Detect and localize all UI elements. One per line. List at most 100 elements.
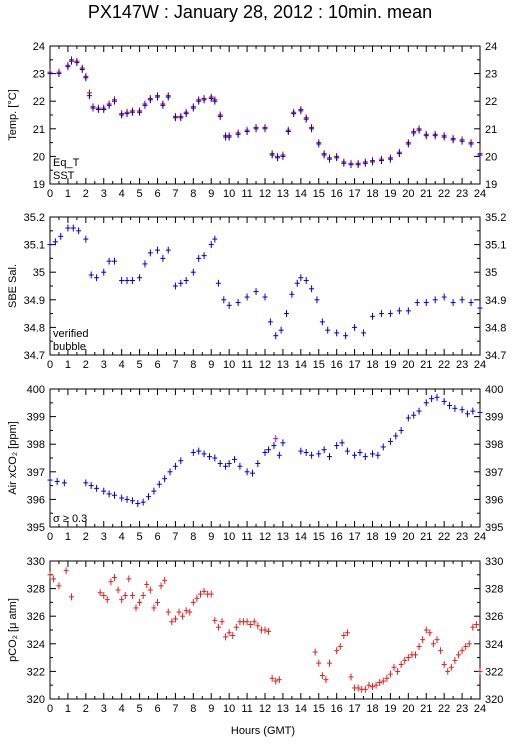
y-tick-label-right: 19 [485, 179, 497, 191]
data-point [377, 678, 383, 686]
data-point [448, 663, 454, 671]
data-point [119, 111, 125, 119]
data-point [201, 96, 207, 104]
data-point [47, 70, 53, 78]
x-axis-label: Hours (GMT) [231, 725, 295, 737]
x-tick-label: 13 [277, 359, 289, 371]
x-tick-label: 19 [384, 531, 396, 543]
page-title: PX147W : January 28, 2012 : 10min. mean [88, 2, 432, 22]
data-point [470, 407, 476, 415]
data-point [88, 482, 94, 490]
data-point [289, 290, 295, 298]
data-point [83, 235, 89, 243]
y-tick-label-right: 396 [485, 494, 503, 506]
data-point [178, 457, 184, 465]
data-point [276, 451, 282, 459]
data-point [396, 150, 402, 158]
x-tick-label: 3 [101, 359, 107, 371]
data-point [146, 493, 152, 501]
y-tick-label-left: 20 [33, 151, 45, 163]
x-tick-label: 13 [277, 531, 289, 543]
x-tick-label: 21 [420, 531, 432, 543]
data-point [101, 106, 107, 113]
x-tick-label: 14 [295, 531, 307, 543]
x-tick-label: 20 [402, 703, 414, 715]
x-tick-label: 11 [241, 531, 252, 543]
data-point [309, 451, 315, 459]
data-point [344, 629, 350, 637]
data-point [370, 683, 375, 691]
data-point [341, 632, 347, 639]
data-point [151, 487, 157, 495]
x-tick-label: 20 [402, 531, 414, 543]
data-point [339, 439, 345, 447]
data-point [104, 596, 110, 604]
data-point [129, 497, 135, 505]
data-point [477, 667, 483, 675]
y-tick-label-left: 19 [33, 179, 45, 191]
data-point [101, 592, 107, 599]
x-tick-label: 10 [223, 703, 235, 715]
data-point [119, 596, 125, 604]
data-point [456, 651, 461, 659]
data-point [432, 296, 438, 304]
data-point [63, 567, 69, 575]
data-point [230, 632, 236, 639]
panel-sal: 0 1 2 3 4 5 6 7 8 9 10 11 12 13 14 15 16 17 18 19 20 21 22 23 24… [7, 212, 506, 371]
data-point [169, 618, 175, 626]
series-data [47, 567, 483, 693]
y-tick-label-left: 396 [27, 494, 45, 506]
y-tick-label-left: 328 [27, 584, 45, 596]
y-tick-label-left: 35 [33, 267, 45, 279]
data-point [361, 329, 367, 337]
data-point [423, 132, 429, 140]
data-point [144, 581, 150, 588]
data-point [459, 406, 465, 414]
data-point [126, 575, 132, 583]
data-point [441, 397, 447, 405]
x-tick-label: 24 [474, 703, 486, 715]
y-tick-label-left: 35.2 [24, 212, 45, 224]
data-point [402, 656, 408, 664]
data-point [344, 447, 350, 455]
data-point [298, 274, 304, 282]
x-tick-label: 14 [295, 703, 307, 715]
x-tick-label: 2 [83, 703, 89, 715]
y-tick-label-left: 399 [27, 412, 45, 424]
data-point [221, 296, 227, 304]
data-point [411, 411, 417, 419]
data-point [76, 227, 82, 235]
data-point [115, 586, 121, 594]
y-tick-label-right: 21 [485, 124, 497, 136]
y-tick-label-left: 21 [33, 124, 45, 136]
data-point [244, 618, 250, 626]
data-point [226, 133, 232, 141]
data-point [341, 159, 347, 167]
y-tick-label-left: 34.9 [24, 295, 45, 307]
x-tick-label: 0 [47, 359, 53, 371]
data-point [129, 592, 135, 599]
data-point [266, 627, 272, 635]
data-point [291, 110, 297, 118]
data-point [405, 307, 411, 315]
data-point [65, 63, 71, 71]
x-tick-label: 5 [137, 359, 143, 371]
y-tick-label-left: 326 [27, 611, 45, 623]
data-point [396, 307, 402, 315]
y-tick-label-right: 400 [485, 384, 503, 396]
data-point [106, 101, 112, 109]
x-tick-label: 6 [154, 359, 160, 371]
y-tick-label-right: 35.1 [485, 240, 506, 252]
x-tick-label: 12 [259, 359, 271, 371]
data-point [69, 57, 74, 65]
x-tick-label: 17 [348, 531, 360, 543]
data-point [65, 224, 71, 232]
x-tick-label: 19 [384, 359, 396, 371]
data-point [69, 593, 74, 601]
x-tick-label: 19 [384, 703, 396, 715]
data-point [208, 590, 214, 598]
data-point [459, 137, 465, 145]
data-point [101, 487, 107, 495]
data-point [160, 101, 166, 109]
